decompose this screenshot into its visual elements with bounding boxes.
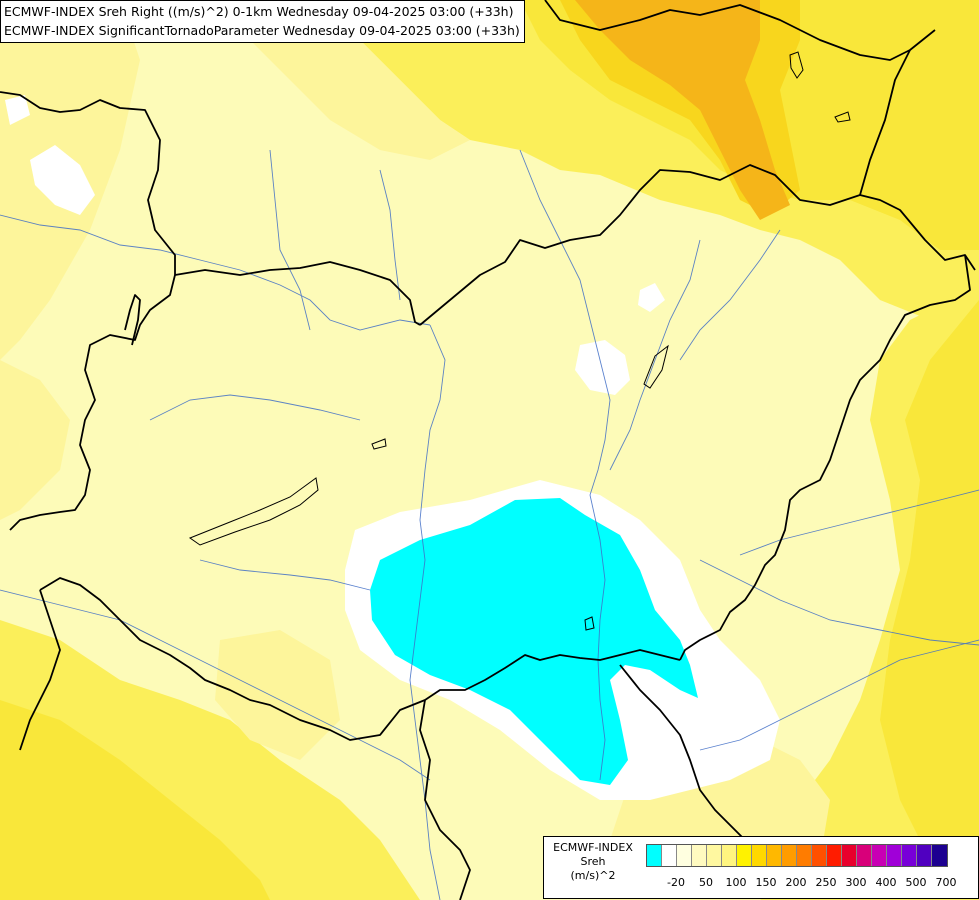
legend-swatch <box>662 845 677 866</box>
river-1 <box>0 214 431 331</box>
legend-label: ECMWF-INDEX Sreh (m/s)^2 <box>544 841 642 883</box>
legend-swatch <box>647 845 662 866</box>
legend-tick-label: 50 <box>699 876 713 889</box>
legend-swatch <box>812 845 827 866</box>
patch-white-center <box>575 340 630 395</box>
border-south-serbia <box>619 664 761 861</box>
legend-tick-label: 500 <box>905 876 927 889</box>
legend-swatch <box>887 845 902 866</box>
legend-swatch <box>782 845 797 866</box>
legend-swatch <box>872 845 887 866</box>
field-light-west-2 <box>0 360 70 520</box>
field-bright-southwest <box>0 700 270 900</box>
title-line-sreh: ECMWF-INDEX Sreh Right ((m/s)^2) 0-1km W… <box>4 4 514 19</box>
legend-swatch <box>917 845 932 866</box>
legend-swatch <box>752 845 767 866</box>
legend-tick-label: 150 <box>755 876 777 889</box>
river-12 <box>149 394 361 421</box>
border-east-top <box>859 49 911 196</box>
river-2 <box>409 324 446 900</box>
legend-swatch <box>722 845 737 866</box>
map-title-box: ECMWF-INDEX Sreh Right ((m/s)^2) 0-1km W… <box>0 0 525 43</box>
border-north <box>419 164 976 326</box>
lake-small-2 <box>643 344 669 389</box>
legend-swatch <box>932 845 947 866</box>
border-small-nw <box>124 294 141 346</box>
lake-small-5 <box>584 616 595 631</box>
lake-small-1 <box>371 438 387 450</box>
lake-small-4 <box>834 111 851 123</box>
legend-swatch <box>902 845 917 866</box>
river-8 <box>0 589 431 781</box>
border-north-east <box>544 0 936 61</box>
legend-param: Sreh <box>580 855 606 868</box>
border-east <box>679 254 971 661</box>
river-7 <box>699 639 979 751</box>
border-north-west <box>0 91 421 326</box>
border-south <box>39 577 681 741</box>
river-14 <box>699 559 979 646</box>
river-13 <box>199 559 371 591</box>
lake-small-3 <box>789 51 804 79</box>
legend-swatch <box>767 845 782 866</box>
legend-swatch <box>797 845 812 866</box>
legend-swatch <box>827 845 842 866</box>
legend-tick-label: 400 <box>875 876 897 889</box>
river-4 <box>519 149 611 496</box>
title-line-stp: ECMWF-INDEX SignificantTornadoParameter … <box>4 23 520 38</box>
lake-balaton <box>188 477 319 546</box>
legend-swatch <box>707 845 722 866</box>
legend-ticks: -20 50 100 150 200 250 300 400 500 700 <box>646 876 976 890</box>
river-3 <box>589 494 606 781</box>
legend-swatch <box>857 845 872 866</box>
patch-white-north-center <box>638 283 665 312</box>
legend-tick-label: -20 <box>667 876 685 889</box>
legend-tick-label: 300 <box>845 876 867 889</box>
field-cyan-core <box>370 498 698 785</box>
legend-swatch <box>692 845 707 866</box>
legend-unit: (m/s)^2 <box>570 869 616 882</box>
field-light-southwest-blob <box>215 630 340 760</box>
legend-tick-label: 100 <box>725 876 747 889</box>
river-11 <box>379 169 401 301</box>
river-6 <box>679 229 781 361</box>
legend-tick-label: 200 <box>785 876 807 889</box>
border-south-2 <box>419 699 471 900</box>
rivers <box>0 149 979 900</box>
patch-white-nw-2 <box>5 95 30 125</box>
legend-model: ECMWF-INDEX <box>553 841 633 854</box>
river-10 <box>269 149 311 331</box>
river-9 <box>739 489 979 556</box>
legend-tick-label: 700 <box>935 876 957 889</box>
field-orange-north <box>575 0 790 220</box>
legend-swatches <box>646 844 948 867</box>
color-legend: ECMWF-INDEX Sreh (m/s)^2 -20 50 100 150 200 2… <box>543 836 979 899</box>
patch-white-nw <box>30 145 95 215</box>
legend-tick-label: 250 <box>815 876 837 889</box>
legend-swatch <box>737 845 752 866</box>
field-bright-east <box>880 300 979 880</box>
river-5 <box>609 239 701 471</box>
legend-swatch <box>842 845 857 866</box>
border-west <box>9 274 176 531</box>
legend-swatch <box>677 845 692 866</box>
border-south-west <box>19 589 61 751</box>
